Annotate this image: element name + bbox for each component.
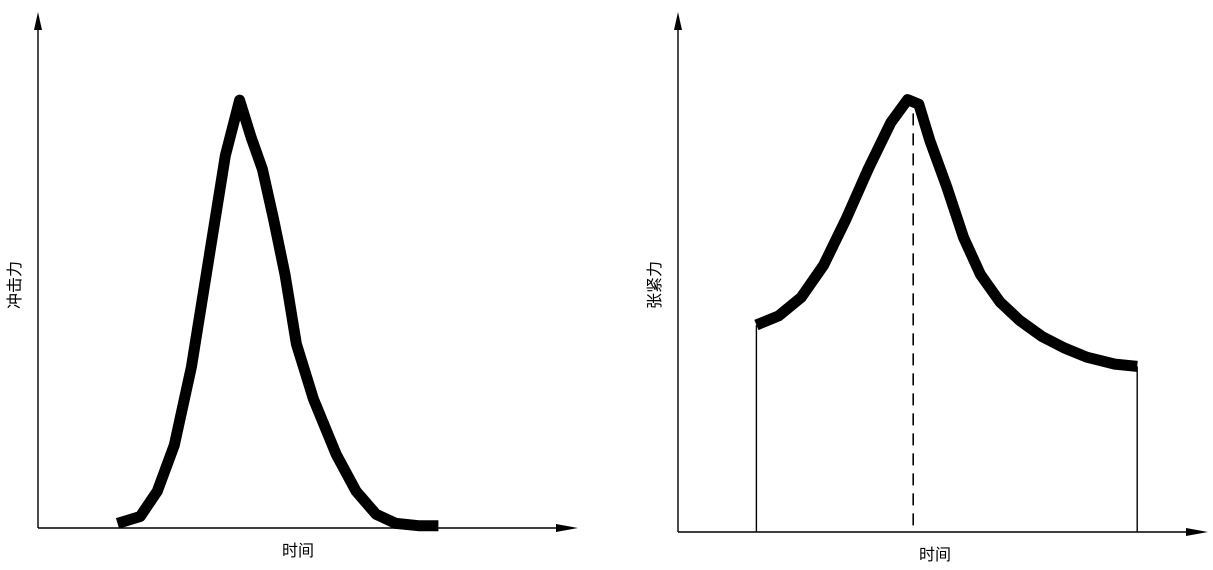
x-axis-arrow-2: [1186, 528, 1208, 536]
y-axis-label-2: 张紧力: [645, 261, 664, 309]
x-axis-arrow-1: [556, 524, 578, 532]
y-axis-arrow-2: [674, 12, 682, 30]
y-axis-arrow-1: [34, 12, 42, 30]
y-axis-label-1: 冲击力: [5, 261, 24, 309]
x-axis-label-2: 时间: [919, 545, 951, 564]
x-axis-label-1: 时间: [282, 541, 314, 560]
curve-1: [115, 94, 439, 532]
curve-2: [754, 94, 1138, 372]
